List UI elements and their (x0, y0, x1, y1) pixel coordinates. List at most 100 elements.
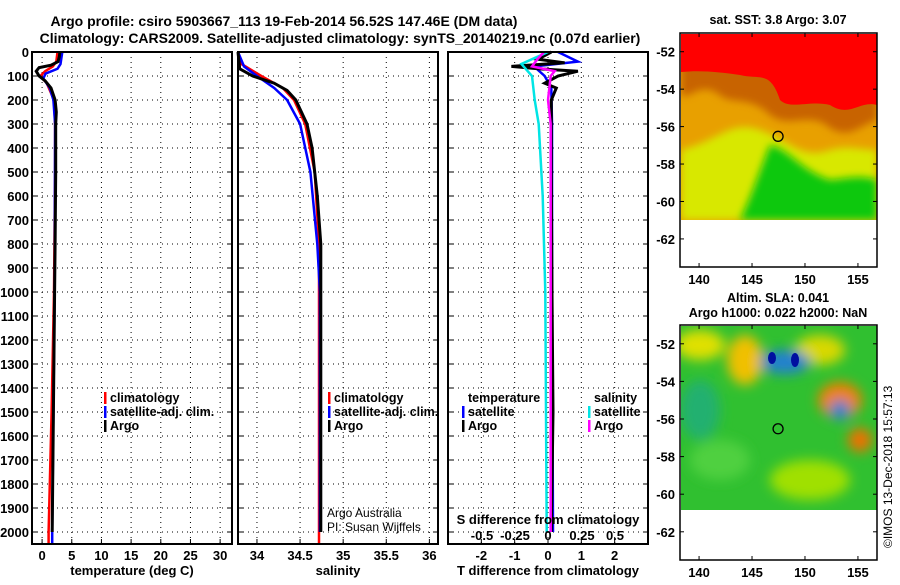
map-subtitle: Argo h1000: 0.022 h2000: NaN (689, 306, 868, 320)
argo-location-marker (772, 423, 784, 435)
y-tick-label: 600 (7, 189, 29, 204)
s-tick-label: 0.5 (606, 528, 624, 543)
y-tick-label: 800 (7, 237, 29, 252)
s-axis-label: S difference from climatology (457, 512, 641, 527)
legend-title: temperature (468, 391, 540, 405)
x-tick-label: 36 (422, 548, 436, 563)
y-tick-label: 1200 (0, 333, 29, 348)
plot-frame (31, 51, 233, 545)
map-title: sat. SST: 3.8 Argo: 3.07 (709, 13, 846, 27)
legend-swatch (588, 420, 591, 432)
x-tick-label: 35 (336, 548, 350, 563)
credit-line-1: Argo Australia (327, 506, 402, 520)
lat-tick-label: -58 (656, 157, 675, 172)
lat-tick-label: -62 (656, 525, 675, 540)
y-tick-label: 700 (7, 213, 29, 228)
legend-swatch (588, 406, 591, 418)
argo-location-marker (772, 130, 784, 142)
lat-tick-label: -56 (656, 120, 675, 135)
y-tick-label: 400 (7, 141, 29, 156)
legend-swatch (104, 420, 107, 432)
imos-watermark: ©IMOS 13-Dec-2018 15:57:13 (881, 385, 895, 548)
x-tick-label: 10 (94, 548, 108, 563)
y-tick-label: 1100 (1, 309, 29, 324)
legend-swatch (328, 420, 331, 432)
lat-tick-label: -54 (656, 374, 676, 389)
series-line-satellite-adj-clim- (236, 51, 322, 532)
y-tick-label: 1400 (0, 381, 29, 396)
sst-map-image (681, 34, 877, 220)
legend-swatch (462, 406, 465, 418)
x-tick-label: 25 (183, 548, 197, 563)
lat-tick-label: -62 (656, 232, 675, 247)
legend-entry: climatology (334, 391, 404, 405)
map-frame (679, 32, 878, 268)
y-tick-label: 0 (22, 45, 29, 60)
legend-entry: satellite (594, 405, 641, 419)
series-line-s-satellite (519, 50, 549, 533)
legend-entry: climatology (110, 391, 180, 405)
lat-tick-label: -58 (656, 450, 675, 465)
legend-swatch (462, 420, 465, 432)
legend-swatch (104, 392, 107, 404)
y-tick-label: 1500 (0, 405, 29, 420)
x-tick-label: 2 (611, 548, 618, 563)
legend-title: salinity (594, 391, 637, 405)
lat-tick-label: -60 (656, 194, 675, 209)
x-tick-label: 34.5 (287, 548, 312, 563)
y-tick-label: 1900 (0, 501, 29, 516)
y-tick-label: 900 (7, 261, 29, 276)
plot-frame (237, 51, 439, 545)
x-tick-label: 1 (578, 548, 585, 563)
x-axis-label: temperature (deg C) (70, 563, 194, 578)
x-tick-label: 20 (154, 548, 168, 563)
lon-tick-label: 155 (847, 272, 869, 287)
legend-entry: satellite-adj. clim. (110, 405, 214, 419)
x-tick-label: 5 (68, 548, 75, 563)
sla-map-image (681, 326, 877, 510)
legend-swatch (328, 406, 331, 418)
s-tick-label: -0.25 (500, 528, 530, 543)
y-tick-label: 1600 (0, 429, 29, 444)
legend-entry: Argo (594, 419, 624, 433)
legend-swatch (328, 392, 331, 404)
y-tick-label: 2000 (0, 525, 29, 540)
y-tick-label: 500 (7, 165, 29, 180)
x-tick-label: -1 (509, 548, 521, 563)
y-tick-label: 1700 (0, 453, 29, 468)
legend-entry: Argo (468, 419, 498, 433)
legend-entry: satellite (468, 405, 515, 419)
lat-tick-label: -52 (656, 45, 675, 60)
x-tick-label: 30 (213, 548, 227, 563)
lat-tick-label: -56 (656, 412, 675, 427)
lat-tick-label: -54 (656, 82, 676, 97)
y-tick-label: 1000 (0, 285, 29, 300)
y-tick-label: 200 (7, 93, 29, 108)
legend-entry: satellite-adj. clim. (334, 405, 438, 419)
y-tick-label: 1800 (0, 477, 29, 492)
credit-line-2: PI: Susan Wijffels (327, 520, 421, 534)
title-line-2: Climatology: CARS2009. Satellite-adjuste… (40, 30, 641, 46)
series-line-t-satellite (532, 50, 583, 533)
title-line-1: Argo profile: csiro 5903667_113 19-Feb-2… (51, 13, 518, 29)
map-frame (679, 324, 878, 561)
lon-tick-label: 150 (794, 565, 816, 580)
lon-tick-label: 140 (688, 272, 710, 287)
lat-tick-label: -52 (656, 337, 675, 352)
legend-swatch (104, 406, 107, 418)
lon-tick-label: 145 (741, 272, 763, 287)
s-tick-label: -0.5 (471, 528, 493, 543)
s-tick-label: 0.25 (569, 528, 594, 543)
x-axis-label: T difference from climatology (457, 563, 640, 578)
legend-entry: Argo (110, 419, 140, 433)
x-tick-label: 15 (124, 548, 138, 563)
y-tick-label: 1300 (0, 357, 29, 372)
legend-entry: Argo (334, 419, 364, 433)
lat-tick-label: -60 (656, 487, 675, 502)
plot-frame (447, 51, 649, 545)
x-axis-label: salinity (316, 563, 362, 578)
x-tick-label: 0 (544, 548, 551, 563)
series-line-argo (34, 51, 62, 533)
lon-tick-label: 155 (847, 565, 869, 580)
